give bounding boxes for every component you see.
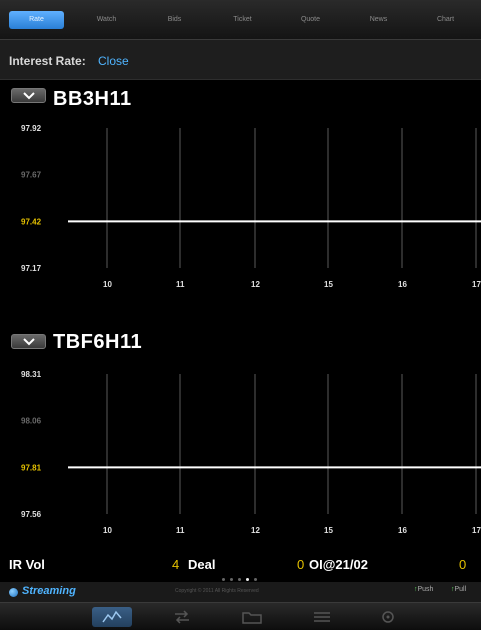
oi-value: 0 <box>459 557 467 572</box>
tab-rate[interactable]: Rate <box>9 11 64 29</box>
page-dot <box>238 578 241 581</box>
y-tick-label: 98.31 <box>21 370 42 379</box>
instrument-header-2: TBF6H11 <box>0 330 481 368</box>
tab-watch[interactable]: Watch <box>96 16 117 23</box>
page-dot-active <box>246 578 249 581</box>
streaming-indicator-icon <box>9 588 18 597</box>
y-tick-label: 98.06 <box>21 417 42 426</box>
up-arrow-icon: ↑ <box>414 586 418 593</box>
copyright-text: Copyright © 2011 All Rights Reserved <box>175 588 259 594</box>
interest-rate-value[interactable]: Close <box>98 54 129 68</box>
y-tick-label: 97.42 <box>21 217 42 226</box>
chevron-down-icon <box>23 92 35 100</box>
instrument-name-1: BB3H11 <box>53 88 132 110</box>
chart-2-svg: 98.31 98.06 97.81 97.56 10 11 12 15 16 17 <box>21 370 481 535</box>
x-tick-label: 10 <box>103 526 112 535</box>
transfer-icon <box>175 610 189 624</box>
x-tick-label: 17 <box>472 280 481 289</box>
settings-icon <box>382 611 394 623</box>
push-label: Push <box>417 586 434 593</box>
streaming-label: Streaming <box>22 585 76 597</box>
oi-label: OI@21/02 <box>309 557 368 572</box>
stats-footer: IR Vol 4 Deal 0 OI@21/02 0 <box>0 548 481 582</box>
x-tick-label: 15 <box>324 280 333 289</box>
pull-label: Pull <box>454 586 467 593</box>
status-bar: Streaming Copyright © 2011 All Rights Re… <box>0 582 481 602</box>
bottom-toolbar <box>0 602 481 630</box>
up-arrow-icon: ↑ <box>451 586 455 593</box>
chart-2: 98.31 98.06 97.81 97.56 10 11 12 15 16 17 <box>0 364 481 569</box>
chart-icon <box>102 610 122 623</box>
top-tab-bar: Rate Watch Bids Ticket Quote News Chart <box>0 0 481 40</box>
y-tick-label: 97.92 <box>21 124 42 133</box>
x-tick-label: 10 <box>103 280 112 289</box>
tab-news[interactable]: News <box>369 16 388 23</box>
y-tick-label: 97.67 <box>21 171 42 180</box>
toolbar-settings-button[interactable] <box>368 607 408 627</box>
x-tick-label: 17 <box>472 526 481 535</box>
tab-quote[interactable]: Quote <box>300 16 321 23</box>
y-tick-label: 97.17 <box>21 264 42 273</box>
tab-chart[interactable]: Chart <box>436 16 455 23</box>
tab-bids[interactable]: Bids <box>167 16 182 23</box>
page-dot <box>222 578 225 581</box>
instrument-dropdown-1[interactable] <box>11 88 46 103</box>
toolbar-folder-button[interactable] <box>232 607 272 627</box>
deal-label: Deal <box>188 557 216 572</box>
y-tick-label: 97.81 <box>21 463 42 472</box>
folder-icon <box>242 612 262 624</box>
ir-vol-label: IR Vol <box>9 557 45 572</box>
interest-rate-header: Interest Rate: Close <box>0 40 481 80</box>
page-dot <box>254 578 257 581</box>
x-tick-label: 15 <box>324 526 333 535</box>
push-toggle[interactable]: ↑Push <box>414 586 433 593</box>
page-dot <box>230 578 233 581</box>
tab-ticket[interactable]: Ticket <box>233 16 252 23</box>
instrument-dropdown-2[interactable] <box>11 334 46 349</box>
x-tick-label: 16 <box>398 280 407 289</box>
page-indicator[interactable] <box>222 578 262 582</box>
toolbar-transfer-button[interactable] <box>162 607 202 627</box>
instrument-name-2: TBF6H11 <box>53 331 143 353</box>
chart-1-svg: 97.92 97.67 97.42 97.17 10 11 12 15 16 17 <box>21 124 481 289</box>
chevron-down-icon <box>23 338 35 346</box>
interest-rate-label: Interest Rate: <box>9 54 86 68</box>
chart-1: 97.92 97.67 97.42 97.17 10 11 12 15 16 17 <box>0 118 481 323</box>
x-tick-label: 12 <box>251 526 260 535</box>
toolbar-swap-button[interactable] <box>302 607 342 627</box>
toolbar-chart-button[interactable] <box>92 607 132 627</box>
x-tick-label: 16 <box>398 526 407 535</box>
x-tick-label: 12 <box>251 280 260 289</box>
x-tick-label: 11 <box>176 526 185 535</box>
pull-toggle[interactable]: ↑Pull <box>451 586 466 593</box>
swap-icon <box>314 612 330 622</box>
ir-vol-value: 4 <box>172 557 180 572</box>
instrument-header-1: BB3H11 <box>0 84 481 122</box>
deal-value: 0 <box>297 557 305 572</box>
x-tick-label: 11 <box>176 280 185 289</box>
y-tick-label: 97.56 <box>21 510 42 519</box>
